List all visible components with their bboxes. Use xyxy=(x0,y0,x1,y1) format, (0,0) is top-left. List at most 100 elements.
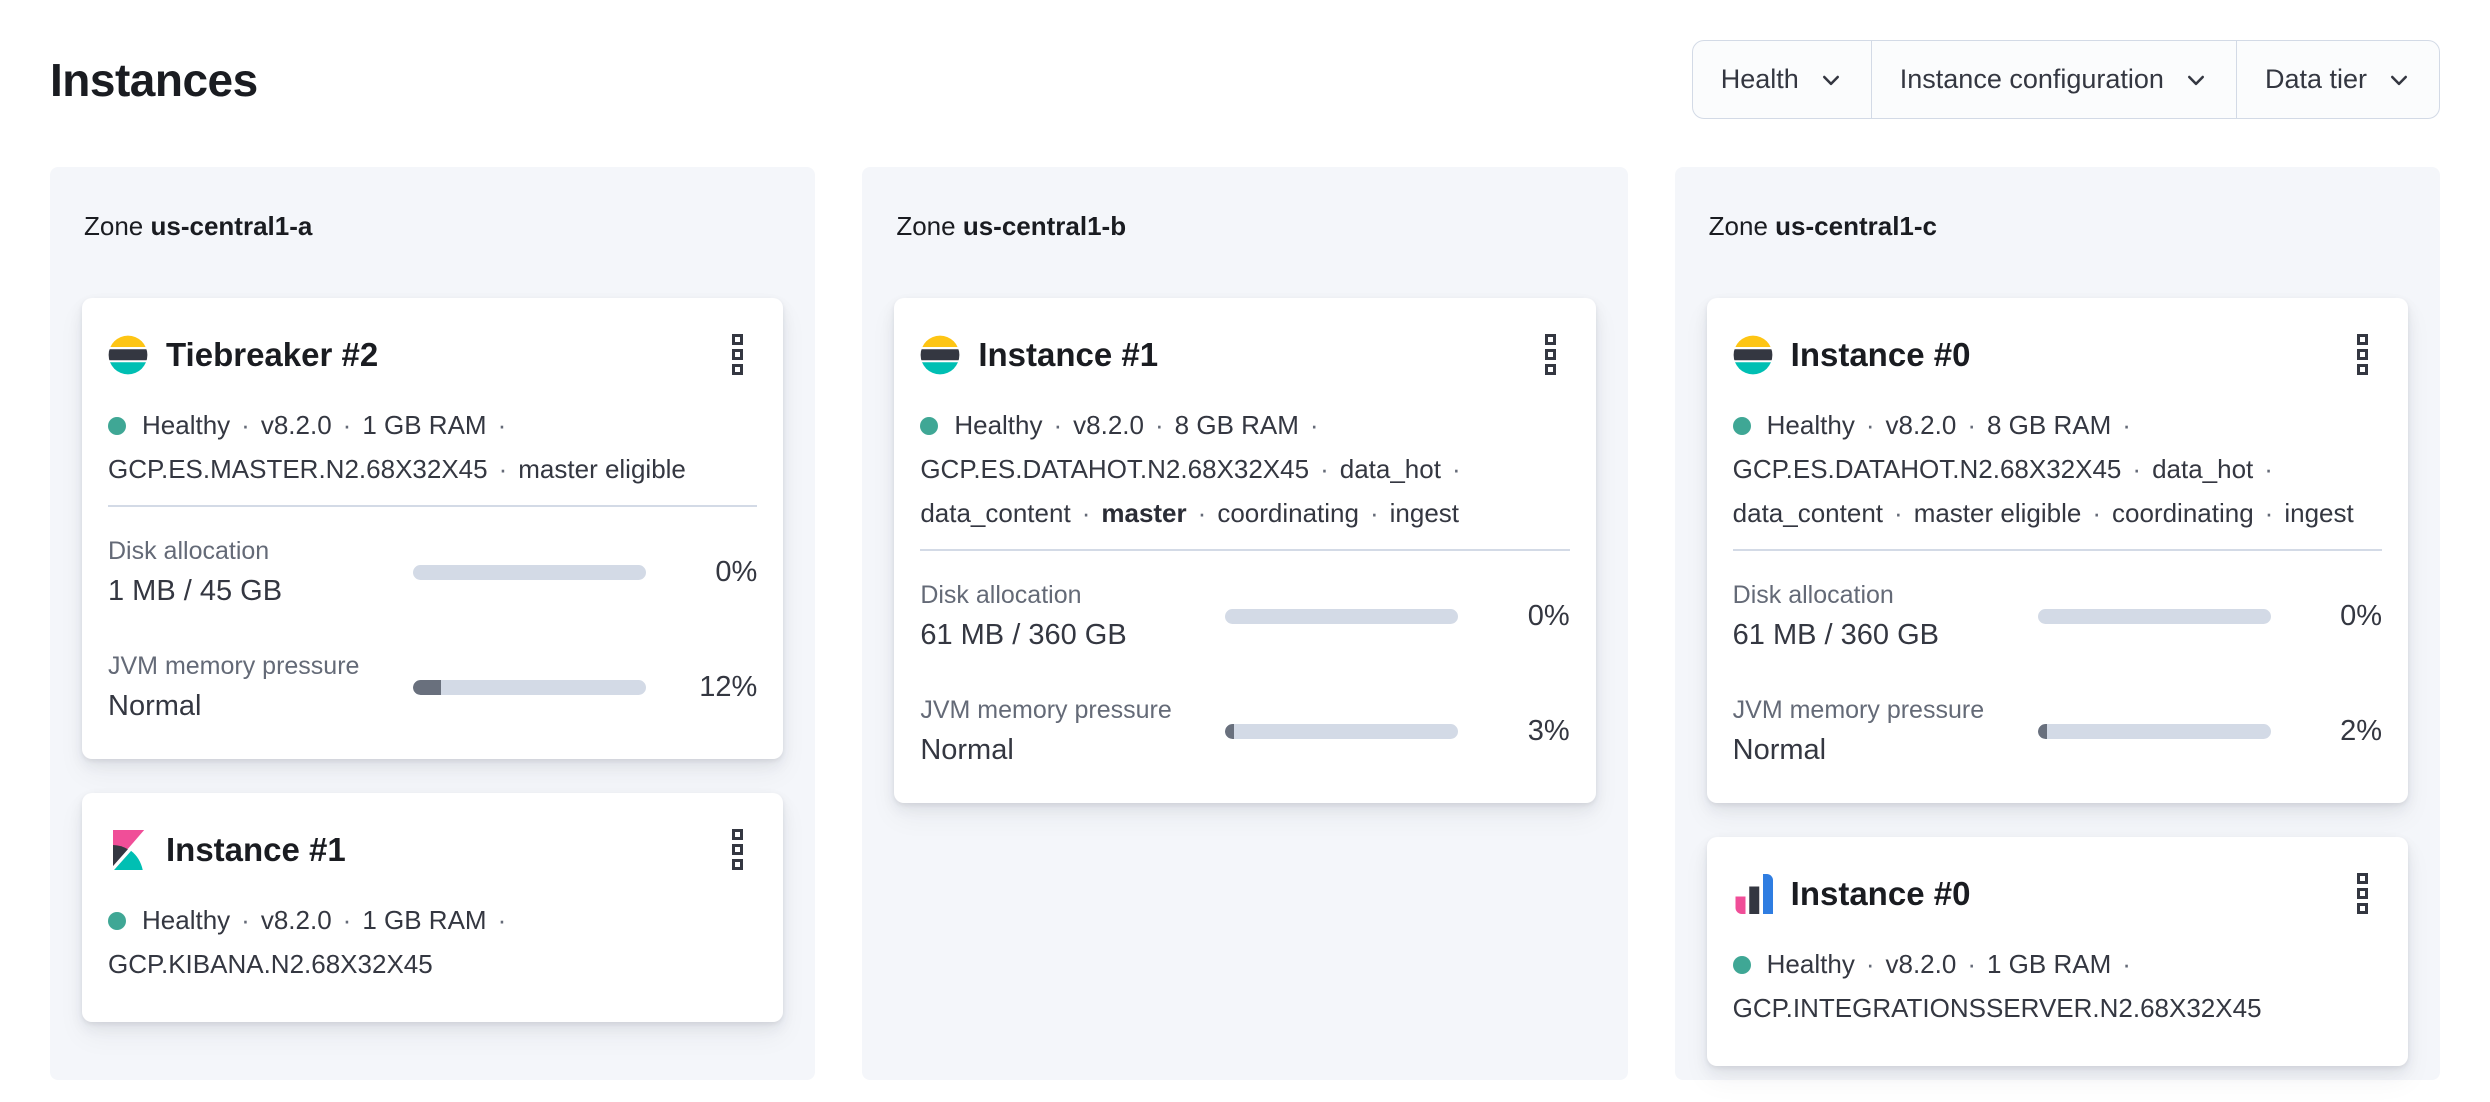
metric-label: Disk allocation xyxy=(108,537,270,565)
meta-segment: data_content xyxy=(1732,498,1884,528)
page-title: Instances xyxy=(50,53,258,106)
meta-segment: Healthy xyxy=(1766,949,1855,979)
health-status-dot xyxy=(108,912,126,930)
metric-text: Disk allocation 61 MB / 360 GB xyxy=(1733,581,2038,652)
card-divider xyxy=(1732,549,2382,551)
menu-square xyxy=(1544,364,1556,375)
dot-separator: · xyxy=(1894,498,1903,528)
instance-meta-line: Healthy · v8.2.0 · 1 GB RAM · xyxy=(108,898,757,942)
filter-button-instance-configuration[interactable]: Instance configuration xyxy=(1870,41,2236,118)
instance-meta: Healthy · v8.2.0 · 1 GB RAM · GCP.ES.MASTER.N2… xyxy=(108,403,757,491)
metric-label: JVM memory pressure xyxy=(920,696,1172,724)
metric-value: Normal xyxy=(920,734,1014,766)
instance-meta-line: GCP.ES.DATAHOT.N2.68X32X45 · data_hot · xyxy=(920,447,1569,491)
instance-title: Tiebreaker #2 xyxy=(166,335,379,373)
meta-segment: master eligible xyxy=(518,454,686,484)
metric-text: Disk allocation 1 MB / 45 GB xyxy=(108,537,413,608)
menu-square xyxy=(732,844,744,855)
elasticsearch-logo xyxy=(108,335,148,374)
zone-label: Zone us-central1-c xyxy=(1709,211,2406,242)
meta-segment: 1 GB RAM xyxy=(1986,949,2112,979)
meta-segment: master eligible xyxy=(1913,498,2082,528)
dot-separator: · xyxy=(2122,949,2131,979)
metric-jvm-memory-pressure: JVM memory pressure Normal 2% xyxy=(1733,696,2382,767)
metric-value: Normal xyxy=(108,690,202,722)
instance-title: Instance #0 xyxy=(1790,874,1971,912)
progress-bar-fill xyxy=(2037,724,2047,739)
instance-menu-button[interactable] xyxy=(2353,330,2372,379)
instance-card-instance-1-elasticsearch: Instance #1 Healthy · v8.2.0 · 8 GB RAM · GCP.E… xyxy=(894,298,1596,803)
metric-value: 61 MB / 360 GB xyxy=(1732,619,1939,651)
boxes-vertical-icon xyxy=(1544,334,1556,375)
instance-menu-button[interactable] xyxy=(728,330,747,379)
zone-label-prefix: Zone xyxy=(84,211,151,241)
menu-square xyxy=(732,859,744,870)
boxes-vertical-icon xyxy=(732,334,744,375)
instance-menu-button[interactable] xyxy=(1541,330,1560,379)
meta-segment: ingest xyxy=(2284,498,2354,528)
metric-jvm-memory-pressure: JVM memory pressure Normal 12% xyxy=(108,652,757,723)
meta-segment: coordinating xyxy=(2112,498,2254,528)
dot-separator: · xyxy=(1967,410,1976,440)
meta-segment: Healthy xyxy=(142,905,231,935)
metric-text: Disk allocation 61 MB / 360 GB xyxy=(920,581,1225,652)
metric-text: JVM memory pressure Normal xyxy=(1733,696,2038,767)
menu-square xyxy=(2356,888,2368,899)
chevron-down-icon xyxy=(2187,75,2204,85)
menu-square xyxy=(732,334,744,345)
menu-square xyxy=(2356,334,2368,345)
instance-meta-line: GCP.ES.DATAHOT.N2.68X32X45 · data_hot · xyxy=(1733,447,2382,491)
boxes-vertical-icon xyxy=(732,829,744,870)
instance-meta: Healthy · v8.2.0 · 1 GB RAM · GCP.INTEGRATIONS… xyxy=(1732,942,2382,1030)
filter-group: Health Instance configuration Data tier xyxy=(1691,40,2440,119)
dot-separator: · xyxy=(1967,949,1976,979)
instance-meta-line: GCP.INTEGRATIONSSERVER.N2.68X32X45 xyxy=(1733,986,2382,1030)
meta-segment: GCP.ES.DATAHOT.N2.68X32X45 xyxy=(920,454,1310,484)
metric-value: Normal xyxy=(1732,734,1827,766)
instance-menu-button[interactable] xyxy=(728,825,747,874)
dot-separator: · xyxy=(1081,498,1091,528)
instance-meta: Healthy · v8.2.0 · 1 GB RAM · GCP.KIBANA.N2.68… xyxy=(108,898,757,986)
dot-separator: · xyxy=(1309,410,1319,440)
integrations-server-logo xyxy=(1735,873,1773,914)
elasticsearch-logo xyxy=(1733,335,1773,374)
health-status-dot xyxy=(920,417,939,435)
dot-separator: · xyxy=(1865,410,1875,440)
chevron-down-icon xyxy=(1822,75,1839,85)
metric-label: Disk allocation xyxy=(920,581,1082,609)
instance-menu-button[interactable] xyxy=(2353,869,2372,918)
metric-text: JVM memory pressure Normal xyxy=(108,652,413,723)
dot-separator: · xyxy=(241,905,250,935)
dot-separator: · xyxy=(241,410,250,440)
meta-segment: v8.2.0 xyxy=(1885,949,1957,979)
meta-segment: GCP.ES.MASTER.N2.68X32X45 xyxy=(108,454,488,484)
dot-separator: · xyxy=(1369,498,1379,528)
meta-segment: master xyxy=(1101,498,1187,528)
metric-label: JVM memory pressure xyxy=(108,652,360,680)
filter-button-health[interactable]: Health xyxy=(1693,41,1871,118)
meta-segment: v8.2.0 xyxy=(260,410,332,440)
dot-separator: · xyxy=(2132,454,2142,484)
meta-segment: GCP.ES.DATAHOT.N2.68X32X45 xyxy=(1732,454,2122,484)
instance-card-header: Tiebreaker #2 xyxy=(108,330,757,379)
instance-meta-line: Healthy · v8.2.0 · 1 GB RAM · xyxy=(108,403,757,447)
chevron-down-icon xyxy=(2390,75,2408,85)
menu-square xyxy=(1544,349,1556,360)
metric-label: Disk allocation xyxy=(1732,581,1894,609)
menu-square xyxy=(732,829,744,840)
zone-name: us-central1-b xyxy=(962,211,1127,241)
meta-segment: v8.2.0 xyxy=(1885,410,1957,440)
instance-metrics: Disk allocation 1 MB / 45 GB 0% JVM memory … xyxy=(108,537,757,723)
zone-panel-us-central1-b: Zone us-central1-b Instance #1 Healthy · v8.… xyxy=(862,167,1628,1080)
meta-segment: v8.2.0 xyxy=(1073,410,1144,440)
progress-bar-fill xyxy=(413,680,441,695)
filter-button-data-tier[interactable]: Data tier xyxy=(2235,41,2439,118)
meta-segment: coordinating xyxy=(1217,498,1359,528)
metric-value: 1 MB / 45 GB xyxy=(108,575,283,607)
instance-title: Instance #1 xyxy=(978,335,1159,373)
boxes-vertical-icon xyxy=(2356,334,2368,375)
meta-segment: Healthy xyxy=(142,410,231,440)
metric-disk-allocation: Disk allocation 61 MB / 360 GB 0% xyxy=(1733,581,2382,652)
meta-segment: 1 GB RAM xyxy=(362,410,487,440)
metric-percent-value: 12% xyxy=(699,671,758,703)
